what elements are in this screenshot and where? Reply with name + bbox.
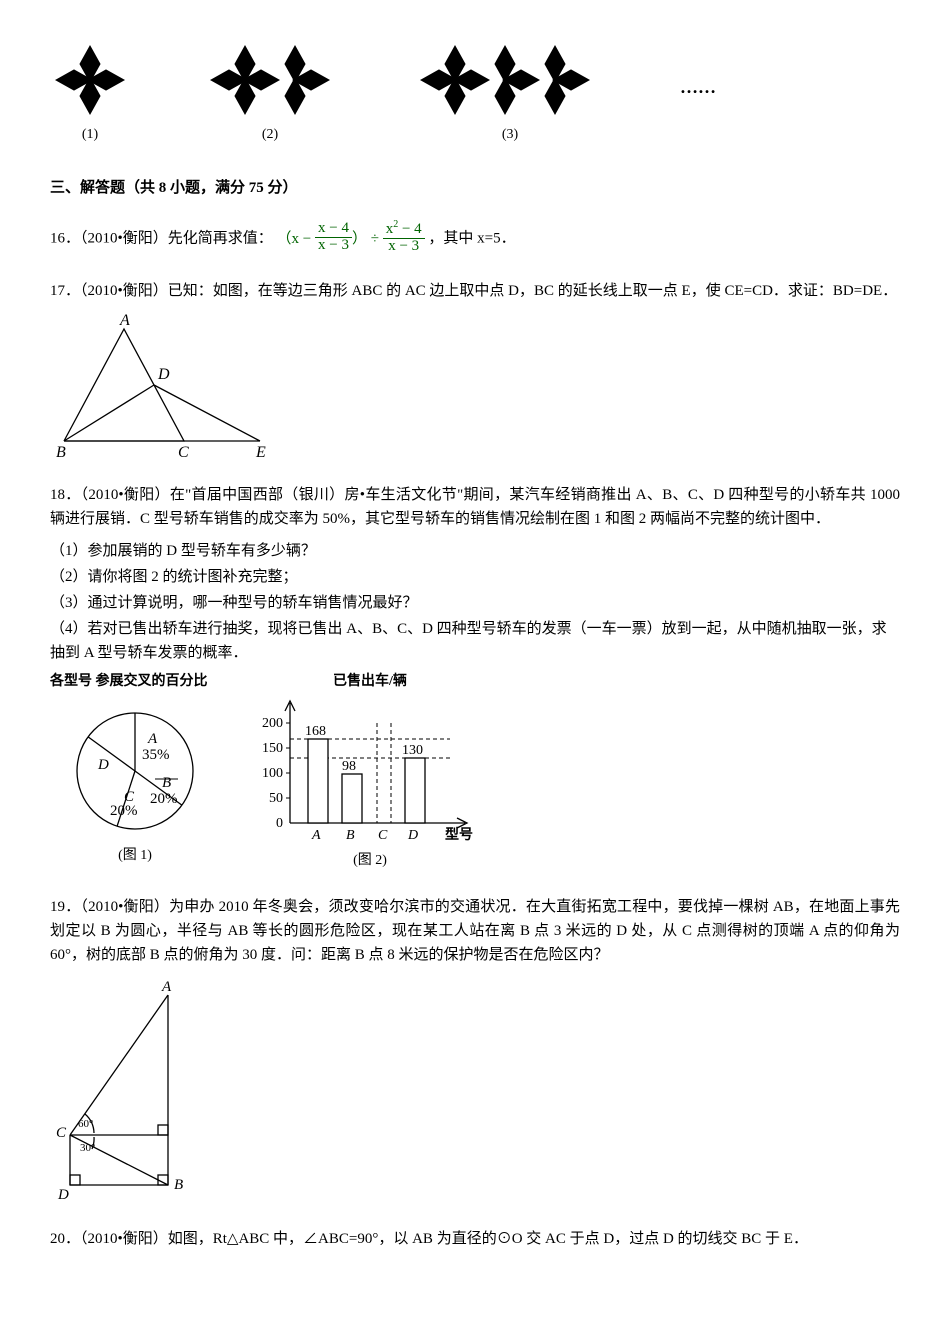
y-50: 50 bbox=[269, 791, 283, 806]
figure-19: A B C D 60° 30° bbox=[50, 975, 210, 1205]
ellipsis: …… bbox=[680, 73, 716, 147]
label-E: E bbox=[255, 444, 266, 461]
x-A: A bbox=[311, 828, 321, 843]
problem-17: 17．（2010•衡阳）已知：如图，在等边三角形 ABC 的 AC 边上取中点 … bbox=[50, 279, 900, 303]
bar-title: 已售出车/辆 bbox=[250, 671, 490, 693]
x-D: D bbox=[407, 828, 418, 843]
p16-frac1: x − 4x − 3 bbox=[315, 221, 352, 254]
label-C: C bbox=[178, 444, 189, 461]
p18-q4: （4）若对已售出轿车进行抽奖，现将已售出 A、B、C、D 四种型号轿车的发票（一… bbox=[50, 617, 900, 665]
x-B: B bbox=[346, 828, 355, 843]
lab-A: A bbox=[161, 979, 172, 995]
figure-3-caption: (3) bbox=[410, 124, 610, 146]
pie-caption: (图 1) bbox=[50, 845, 220, 867]
pie-A: A bbox=[147, 731, 158, 747]
p18-q2: （2）请你将图 2 的统计图补充完整； bbox=[50, 565, 900, 589]
p16-frac2-b: − 4 bbox=[398, 221, 421, 237]
p18-charts: 各型号 参展交叉的百分比 A 35% B 20% C 20% D (图 1) bbox=[50, 671, 900, 873]
bar-caption: (图 2) bbox=[250, 850, 490, 872]
figure-1-caption: (1) bbox=[50, 124, 130, 146]
y-100: 100 bbox=[262, 766, 283, 781]
pie-Cpct: 20% bbox=[110, 803, 138, 819]
val-D: 130 bbox=[402, 743, 423, 758]
problem-20: 20．（2010•衡阳）如图，Rt△ABC 中，∠ABC=90°，以 AB 为直… bbox=[50, 1227, 900, 1251]
y-200: 200 bbox=[262, 716, 283, 731]
diamond-cluster-1 bbox=[50, 40, 130, 120]
figure-3: (3) bbox=[410, 40, 610, 146]
ang60: 60° bbox=[78, 1118, 93, 1130]
p16-frac2: x2 − 4x − 3 bbox=[383, 220, 425, 255]
problem-18-subitems: （1）参加展销的 D 型号轿车有多少辆？ （2）请你将图 2 的统计图补充完整；… bbox=[50, 539, 900, 665]
pie-Bpct: 20% bbox=[150, 791, 178, 807]
label-D: D bbox=[157, 366, 170, 383]
pie-D: D bbox=[97, 757, 109, 773]
problem-18: 18．（2010•衡阳）在"首届中国西部（银川）房•车生活文化节"期间，某汽车经… bbox=[50, 483, 900, 531]
label-A: A bbox=[119, 312, 130, 329]
bar-chart-block: 已售出车/辆 bbox=[250, 671, 490, 873]
p16-frac2-den: x − 3 bbox=[383, 239, 425, 255]
lab-C: C bbox=[56, 1125, 67, 1141]
x-C: C bbox=[378, 828, 388, 843]
p16-expression: （x − x − 4x − 3） ÷ x2 − 4x − 3 bbox=[277, 231, 429, 247]
pie-B: B bbox=[162, 775, 171, 791]
y-150: 150 bbox=[262, 741, 283, 756]
pie-chart: A 35% B 20% C 20% D bbox=[50, 693, 220, 843]
p16-prefix: 16．（2010•衡阳）先化简再求值： bbox=[50, 231, 273, 247]
y-0: 0 bbox=[276, 816, 283, 831]
figure-2: (2) bbox=[200, 40, 340, 146]
val-A: 168 bbox=[305, 724, 326, 739]
p16-frac1-num: x − 4 bbox=[315, 221, 352, 238]
triangle-figure-17: A B C D E bbox=[50, 311, 290, 461]
label-B: B bbox=[56, 444, 66, 461]
p16-div: ） ÷ bbox=[352, 231, 383, 247]
pie-Apct: 35% bbox=[142, 747, 170, 763]
p16-xminus: x − bbox=[292, 231, 315, 247]
pie-chart-block: 各型号 参展交叉的百分比 A 35% B 20% C 20% D (图 1) bbox=[50, 671, 220, 868]
bar-chart: 200 150 100 50 0 168 98 130 A B C D 型号 bbox=[250, 693, 490, 848]
figure-1: (1) bbox=[50, 40, 130, 146]
lab-B: B bbox=[174, 1177, 183, 1193]
p18-q3: （3）通过计算说明，哪一种型号的轿车销售情况最好？ bbox=[50, 591, 900, 615]
diamond-cluster-2 bbox=[200, 40, 340, 120]
problem-16: 16．（2010•衡阳）先化简再求值： （x − x − 4x − 3） ÷ x… bbox=[50, 222, 900, 257]
top-figure-row: (1) (2) bbox=[50, 40, 900, 146]
ang30: 30° bbox=[80, 1142, 95, 1154]
pie-title: 各型号 参展交叉的百分比 bbox=[50, 671, 220, 693]
section-3-title: 三、解答题（共 8 小题，满分 75 分） bbox=[50, 176, 900, 200]
diamond-cluster-3 bbox=[410, 40, 610, 120]
p16-frac2-num: x2 − 4 bbox=[383, 220, 425, 239]
p16-frac1-den: x − 3 bbox=[315, 238, 352, 254]
problem-19: 19．（2010•衡阳）为申办 2010 年冬奥会，须改变哈尔滨市的交通状况．在… bbox=[50, 895, 900, 967]
val-B: 98 bbox=[342, 759, 356, 774]
p16-suffix: ，其中 x=5． bbox=[428, 231, 515, 247]
lab-D: D bbox=[57, 1187, 69, 1203]
x-axis-label: 型号 bbox=[445, 826, 473, 843]
p16-lparen: （ bbox=[277, 231, 292, 247]
figure-2-caption: (2) bbox=[200, 124, 340, 146]
p18-q1: （1）参加展销的 D 型号轿车有多少辆？ bbox=[50, 539, 900, 563]
